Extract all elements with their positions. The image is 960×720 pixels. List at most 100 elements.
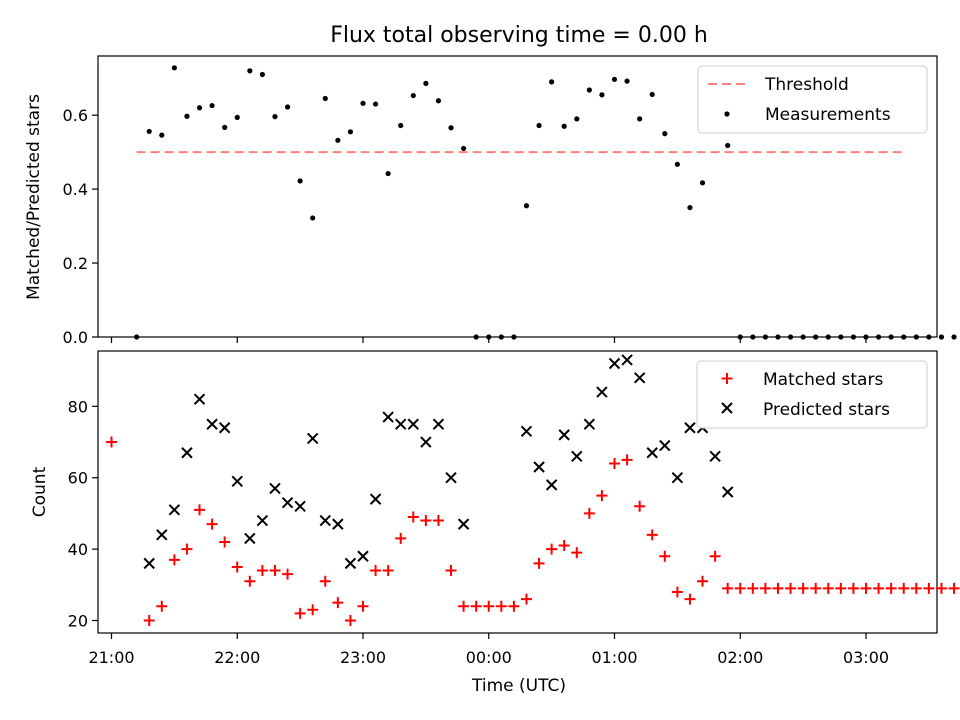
- measurement-point: [322, 95, 328, 102]
- predicted-star-point: [218, 422, 231, 434]
- bottom-y-ticks: 20 40 60 80: [68, 397, 98, 631]
- matched-star-point: [772, 582, 784, 594]
- measurement-point: [888, 334, 894, 340]
- matched-star-point: [231, 561, 243, 573]
- predicted-star-point: [432, 418, 445, 430]
- bottom-y-axis-label: Count: [30, 466, 50, 517]
- measurement-point: [762, 334, 769, 340]
- x-axis-label: Time (UTC): [471, 676, 566, 696]
- matched-star-point: [596, 490, 608, 502]
- measurement-point: [347, 129, 354, 135]
- measurement-point: [825, 334, 831, 340]
- measurement-point: [800, 334, 806, 340]
- measurement-point: [196, 105, 203, 111]
- bottom-panel: Count Time (UTC) 20 40 60 80 21:00 22:00 23:0…: [30, 350, 960, 696]
- matched-star-point: [785, 582, 797, 594]
- top-y-tick-label: 0.0: [63, 328, 88, 347]
- matched-star-point: [923, 582, 935, 594]
- matched-star-point: [671, 586, 683, 598]
- predicted-star-point: [269, 482, 281, 495]
- matched-star-point: [533, 557, 545, 569]
- measurement-point: [360, 100, 366, 106]
- measurement-point: [586, 87, 592, 93]
- predicted-legend-marker: [721, 402, 733, 414]
- matched-star-point: [646, 529, 658, 541]
- measurement-point: [637, 116, 643, 122]
- predicted-legend-label: Predicted stars: [763, 400, 890, 420]
- matched-star-point: [747, 582, 759, 594]
- predicted-star-point: [156, 529, 168, 541]
- matched-star-point: [407, 511, 419, 523]
- matched-legend-label: Matched stars: [763, 370, 883, 390]
- measurement-point: [159, 132, 165, 138]
- matched-star-point: [495, 600, 507, 612]
- matched-star-point: [810, 582, 822, 594]
- matched-star-point: [294, 607, 306, 619]
- matched-star-point: [546, 543, 558, 555]
- matched-star-point: [898, 582, 910, 594]
- predicted-star-point: [608, 357, 621, 370]
- top-y-ticks: 0.0 0.2 0.4 0.6: [63, 106, 98, 347]
- predicted-star-point: [621, 354, 633, 366]
- measurement-point: [649, 91, 655, 98]
- matched-star-point: [395, 532, 407, 544]
- measurement-point: [234, 114, 240, 120]
- matched-star-point: [219, 536, 231, 548]
- matched-star-point: [319, 575, 331, 587]
- matched-star-point: [910, 582, 922, 594]
- predicted-star-point: [571, 450, 583, 463]
- bottom-plot-frame: [97, 350, 938, 634]
- measurement-point: [171, 65, 177, 71]
- x-tick-label: 21:00: [88, 648, 134, 667]
- measurement-point: [838, 334, 844, 340]
- predicted-star-point: [721, 486, 734, 498]
- predicted-star-point: [407, 418, 420, 430]
- x-tick-label: 22:00: [214, 648, 260, 667]
- predicted-star-point: [206, 418, 218, 430]
- matched-star-point: [432, 515, 444, 527]
- measurement-point: [813, 334, 819, 340]
- matched-star-point: [659, 550, 671, 562]
- measurement-point: [687, 204, 693, 211]
- measurements-legend-label: Measurements: [765, 105, 891, 125]
- matched-star-point: [194, 504, 206, 516]
- matched-star-point: [873, 582, 885, 594]
- predicted-star-point: [319, 514, 331, 527]
- matched-star-point: [571, 547, 583, 559]
- measurement-point: [310, 215, 316, 221]
- measurement-point: [385, 170, 391, 177]
- matched-star-point: [860, 582, 872, 594]
- matched-star-point: [370, 565, 382, 577]
- matched-star-point: [885, 582, 897, 594]
- measurement-point: [184, 113, 190, 119]
- measurement-points: [134, 65, 957, 340]
- measurement-point: [410, 92, 416, 99]
- measurement-point: [662, 131, 668, 137]
- measurement-point: [574, 116, 580, 122]
- predicted-star-point: [357, 550, 369, 562]
- x-tick-label: 03:00: [843, 648, 889, 667]
- measurement-point: [674, 161, 680, 167]
- predicted-star-point: [520, 425, 533, 438]
- matched-star-point: [558, 540, 570, 552]
- predicted-star-point: [332, 518, 344, 530]
- measurement-point: [951, 334, 957, 340]
- matched-star-point: [935, 582, 947, 594]
- x-tick-label: 23:00: [340, 648, 386, 667]
- x-tick-label: 02:00: [717, 648, 763, 667]
- measurement-point: [624, 78, 630, 84]
- measurement-point: [498, 334, 504, 340]
- matched-star-point: [470, 600, 482, 612]
- measurement-point: [398, 122, 404, 129]
- measurement-point: [611, 76, 618, 82]
- x-tick-label: 00:00: [466, 648, 512, 667]
- measurement-point: [875, 334, 882, 340]
- matched-star-point: [734, 582, 746, 594]
- matched-star-point: [483, 600, 495, 612]
- matched-star-point: [256, 565, 268, 577]
- predicted-star-point: [457, 518, 470, 530]
- matched-star-point: [143, 615, 155, 627]
- predicted-star-point: [445, 472, 457, 484]
- matched-star-point: [106, 436, 117, 448]
